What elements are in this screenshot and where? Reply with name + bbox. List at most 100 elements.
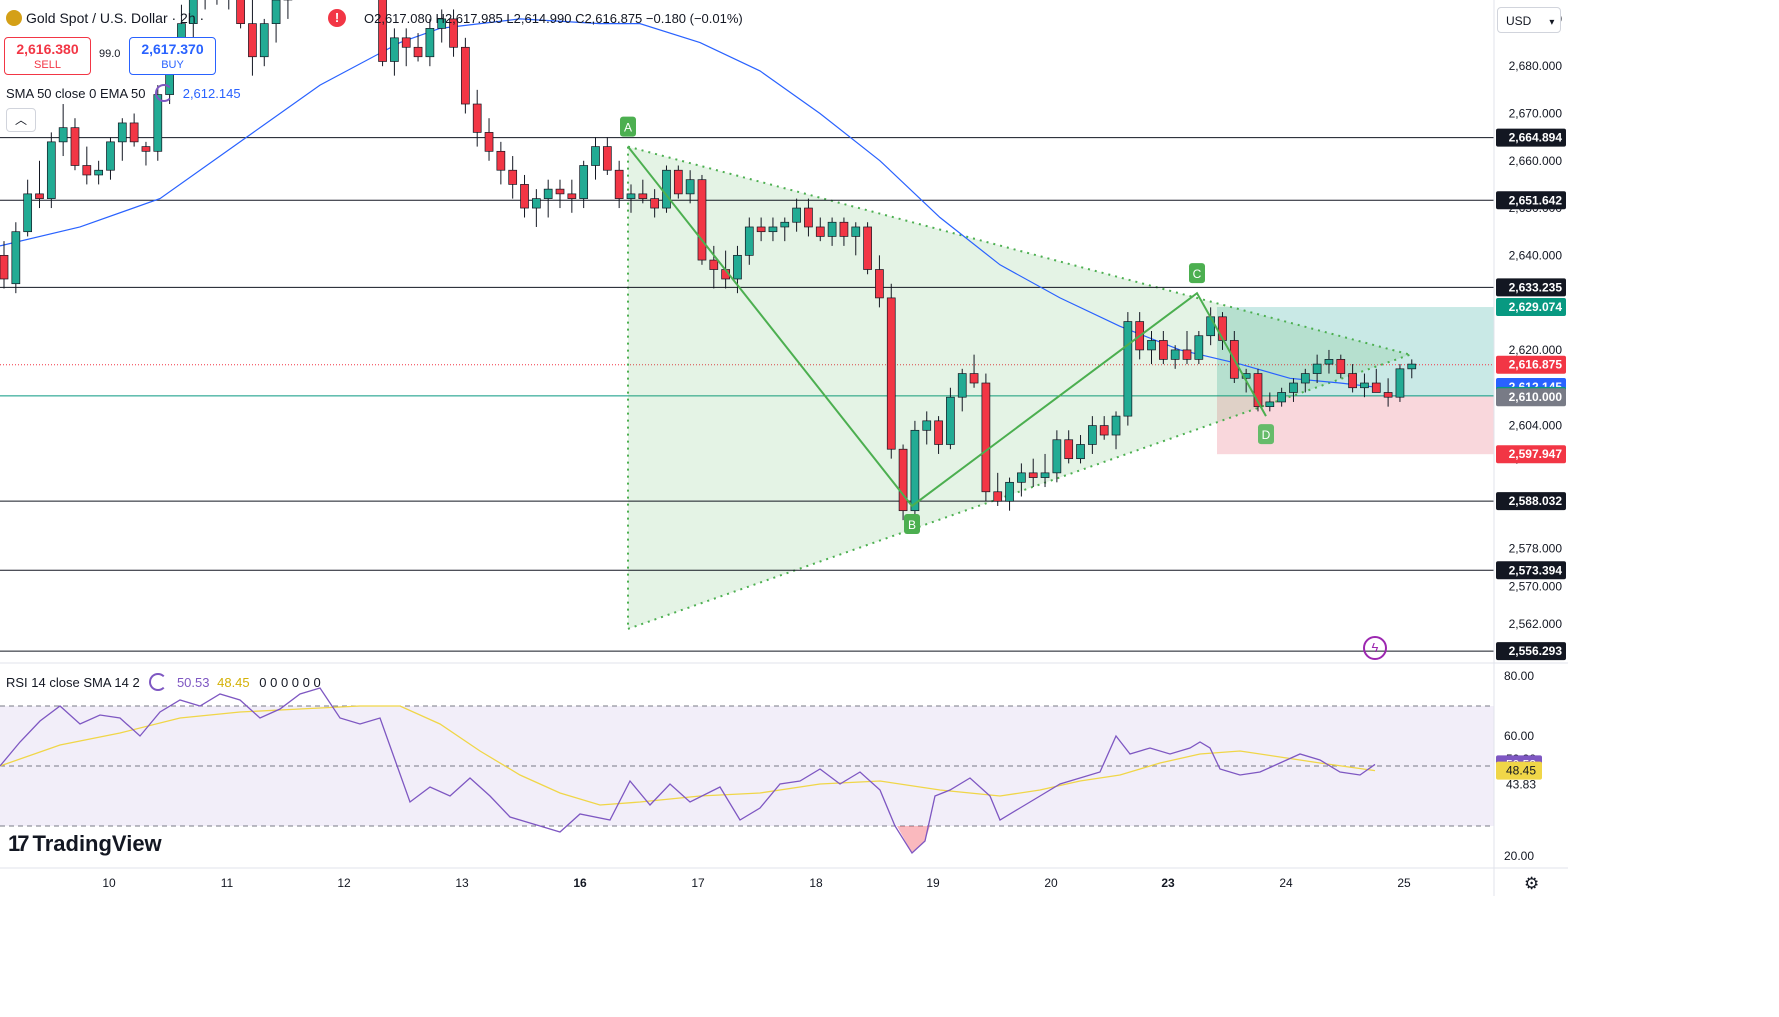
- candle-80: [946, 387, 955, 450]
- candle-19: [228, 0, 230, 10]
- price-label-5: 2,597.947: [1509, 447, 1563, 461]
- candle-body-5: [58, 127, 68, 143]
- abcd-bc-line: [911, 292, 1198, 507]
- candle-82: [969, 354, 979, 388]
- level-label-2: 2,633.235: [1509, 280, 1563, 294]
- candle-body-40: [472, 103, 482, 133]
- candle-21: [248, 0, 257, 76]
- candle-body-89: [1052, 439, 1062, 474]
- candle-85: [1005, 477, 1014, 511]
- candle-body-34: [401, 37, 411, 48]
- candle-body-76: [898, 448, 908, 512]
- symbol-title[interactable]: Gold Spot / U.S. Dollar · 2h ·: [6, 10, 204, 26]
- price-axis[interactable]: 2,562.0002,570.0002,578.0002,588.0002,59…: [0, 0, 1568, 896]
- candlestick-series[interactable]: [0, 0, 1417, 521]
- candle-body-50: [591, 146, 600, 166]
- candle-body-79: [934, 420, 943, 445]
- level-label-0: 2,664.894: [1509, 131, 1563, 145]
- sma-legend[interactable]: SMA 50 close 0 EMA 50 2,612.145: [6, 84, 241, 102]
- candle-body-13: [153, 94, 163, 152]
- candle-body-42: [496, 150, 506, 171]
- abcd-label-A: A: [624, 121, 632, 135]
- lightning-icon[interactable]: ϟ: [1363, 636, 1387, 660]
- alert-icon[interactable]: !: [328, 9, 346, 27]
- candle-body-47: [555, 188, 565, 195]
- tradingview-logo[interactable]: 17 TradingView: [8, 831, 162, 857]
- candle-92: [1088, 416, 1097, 454]
- rsi-ma-value: 48.45: [217, 675, 250, 690]
- price-tick-10: 2,660.000: [1509, 154, 1563, 168]
- rsi-tick-0: 80.00: [1504, 669, 1534, 683]
- candle-117: [1383, 378, 1393, 407]
- candle-body-39: [461, 46, 470, 105]
- candle-18: [216, 0, 218, 5]
- candle-76: [898, 444, 908, 521]
- candle-body-8: [94, 169, 103, 176]
- collapse-button[interactable]: ︿: [6, 108, 36, 132]
- candle-55: [650, 189, 660, 218]
- candle-body-106: [1253, 373, 1263, 408]
- triangle-upper-line: [627, 145, 1411, 356]
- time-axis[interactable]: 10 11 12 13 16 17 18 19 20 23 24 25: [102, 876, 1411, 890]
- rsi-extra-values: 0 0 0 0 0 0: [259, 675, 321, 690]
- time-tick-6: 18: [809, 876, 823, 890]
- chevron-down-icon: ▾: [1549, 17, 1555, 28]
- candle-body-112: [1324, 359, 1334, 365]
- candle-body-11: [129, 122, 139, 143]
- candle-body-2: [23, 193, 33, 233]
- candle-114: [1348, 364, 1357, 393]
- candle-body-12: [141, 146, 151, 152]
- candle-body-80: [946, 396, 955, 445]
- gold-coin-icon: [6, 10, 22, 26]
- time-tick-8: 20: [1044, 876, 1058, 890]
- candle-body-10: [117, 122, 127, 143]
- candle-67: [792, 198, 801, 232]
- candle-body-37: [437, 18, 447, 29]
- level-label-1-bg: [1496, 191, 1566, 210]
- candle-42: [496, 141, 506, 185]
- candle-body-108: [1277, 392, 1286, 403]
- candle-body-6: [70, 127, 80, 166]
- sell-button[interactable]: 2,616.380 SELL: [4, 37, 91, 75]
- level-label-4-bg: [1496, 561, 1566, 580]
- candle-32: [378, 0, 387, 67]
- candle-body-77: [910, 429, 920, 512]
- abcd-label-C: C: [1193, 267, 1202, 281]
- candle-37: [437, 9, 447, 43]
- candle-74: [875, 255, 884, 308]
- currency-label: USD: [1506, 14, 1532, 28]
- candle-44: [520, 174, 529, 218]
- currency-selector[interactable]: USD ▾: [1497, 7, 1561, 33]
- candle-body-74: [875, 269, 884, 299]
- rsi-tick-2: 20.00: [1504, 849, 1534, 863]
- price-tick-1: 2,570.000: [1509, 579, 1563, 593]
- candle-body-55: [650, 198, 660, 209]
- candle-98: [1158, 331, 1168, 365]
- candle-39: [461, 37, 470, 114]
- settings-icon[interactable]: ⚙: [1524, 874, 1540, 893]
- candle-body-118: [1395, 368, 1405, 398]
- candle-body-73: [863, 226, 872, 270]
- candle-54: [638, 179, 648, 204]
- candle-48: [567, 179, 577, 213]
- candle-22: [259, 18, 269, 67]
- candle-5: [58, 104, 68, 157]
- candle-body-92: [1088, 425, 1097, 445]
- candle-body-51: [602, 146, 612, 171]
- candle-111: [1312, 354, 1322, 384]
- rsi-marker-bg-2: [1496, 761, 1542, 780]
- candle-2: [23, 179, 33, 237]
- time-tick-4: 16: [573, 876, 587, 890]
- candle-body-44: [520, 184, 529, 209]
- candle-57: [673, 165, 683, 199]
- rsi-legend[interactable]: RSI 14 close SMA 14 2 50.53 48.45 0 0 0 …: [6, 673, 321, 691]
- candle-51: [602, 137, 612, 175]
- price-label-0: 2,629.074: [1509, 300, 1563, 314]
- buy-button[interactable]: 2,617.370 BUY: [129, 37, 216, 75]
- candle-body-105: [1241, 373, 1251, 379]
- candle-body-116: [1371, 382, 1381, 393]
- candle-body-119: [1407, 363, 1417, 370]
- candle-body-88: [1040, 472, 1050, 478]
- candle-body-84: [993, 491, 1003, 502]
